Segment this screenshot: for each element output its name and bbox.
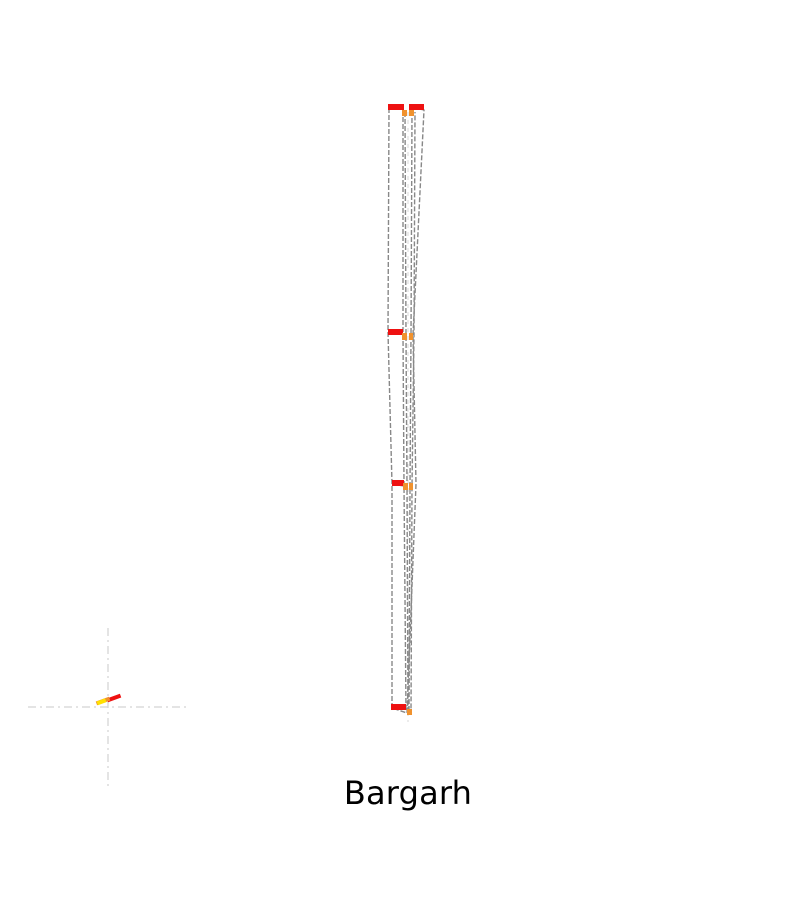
marker-top-red-right [409,104,424,110]
marker-mid2-orange-b [409,483,413,490]
inset-marker-yellow [96,698,107,706]
marker-mid2-red [392,480,404,486]
marker-mid1-orange-a [402,333,407,340]
inset-crosshair [28,628,188,788]
stop-markers [388,104,424,715]
outer-outline [387,107,425,714]
marker-bottom-orange [407,709,412,715]
marker-mid1-red [388,329,403,335]
marker-mid2-orange-a [403,483,408,490]
inner-outline-right [404,111,413,713]
marker-top-orange-b [409,110,414,116]
inset-marker-red [106,693,122,703]
marker-bottom-red [391,704,406,710]
marker-mid1-orange-b [409,333,413,340]
connector-lines [387,107,425,714]
diagram-caption: Bargarh [343,774,473,812]
marker-top-red-left [388,104,404,110]
marker-top-orange-a [402,110,407,116]
